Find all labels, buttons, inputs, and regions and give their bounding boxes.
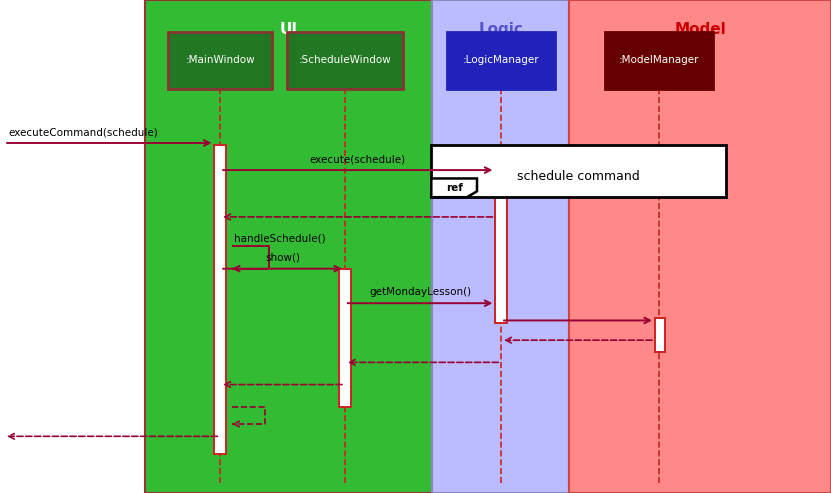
- Text: Logic: Logic: [478, 22, 524, 37]
- Text: UI: UI: [280, 22, 297, 37]
- Bar: [287, 32, 403, 89]
- Bar: [431, 145, 726, 197]
- Polygon shape: [431, 178, 477, 197]
- Bar: [447, 32, 555, 89]
- Text: show(): show(): [265, 253, 300, 263]
- Text: executeCommand(schedule): executeCommand(schedule): [8, 127, 158, 137]
- Bar: [339, 269, 351, 407]
- Bar: [569, 0, 831, 493]
- Text: :ScheduleWindow: :ScheduleWindow: [298, 55, 391, 66]
- Bar: [605, 32, 713, 89]
- Text: getMondayLesson(): getMondayLesson(): [369, 287, 471, 297]
- Bar: [432, 0, 569, 493]
- Bar: [495, 168, 507, 323]
- Text: handleSchedule(): handleSchedule(): [234, 233, 326, 243]
- Text: ref: ref: [445, 183, 463, 193]
- Bar: [145, 0, 432, 493]
- Bar: [168, 32, 273, 89]
- Text: :LogicManager: :LogicManager: [463, 55, 539, 66]
- Bar: [214, 145, 226, 454]
- Text: Model: Model: [674, 22, 726, 37]
- Text: schedule command: schedule command: [518, 170, 640, 183]
- Text: :MainWindow: :MainWindow: [185, 55, 255, 66]
- Bar: [655, 318, 665, 352]
- Text: execute(schedule): execute(schedule): [310, 154, 406, 164]
- Text: :ModelManager: :ModelManager: [619, 55, 699, 66]
